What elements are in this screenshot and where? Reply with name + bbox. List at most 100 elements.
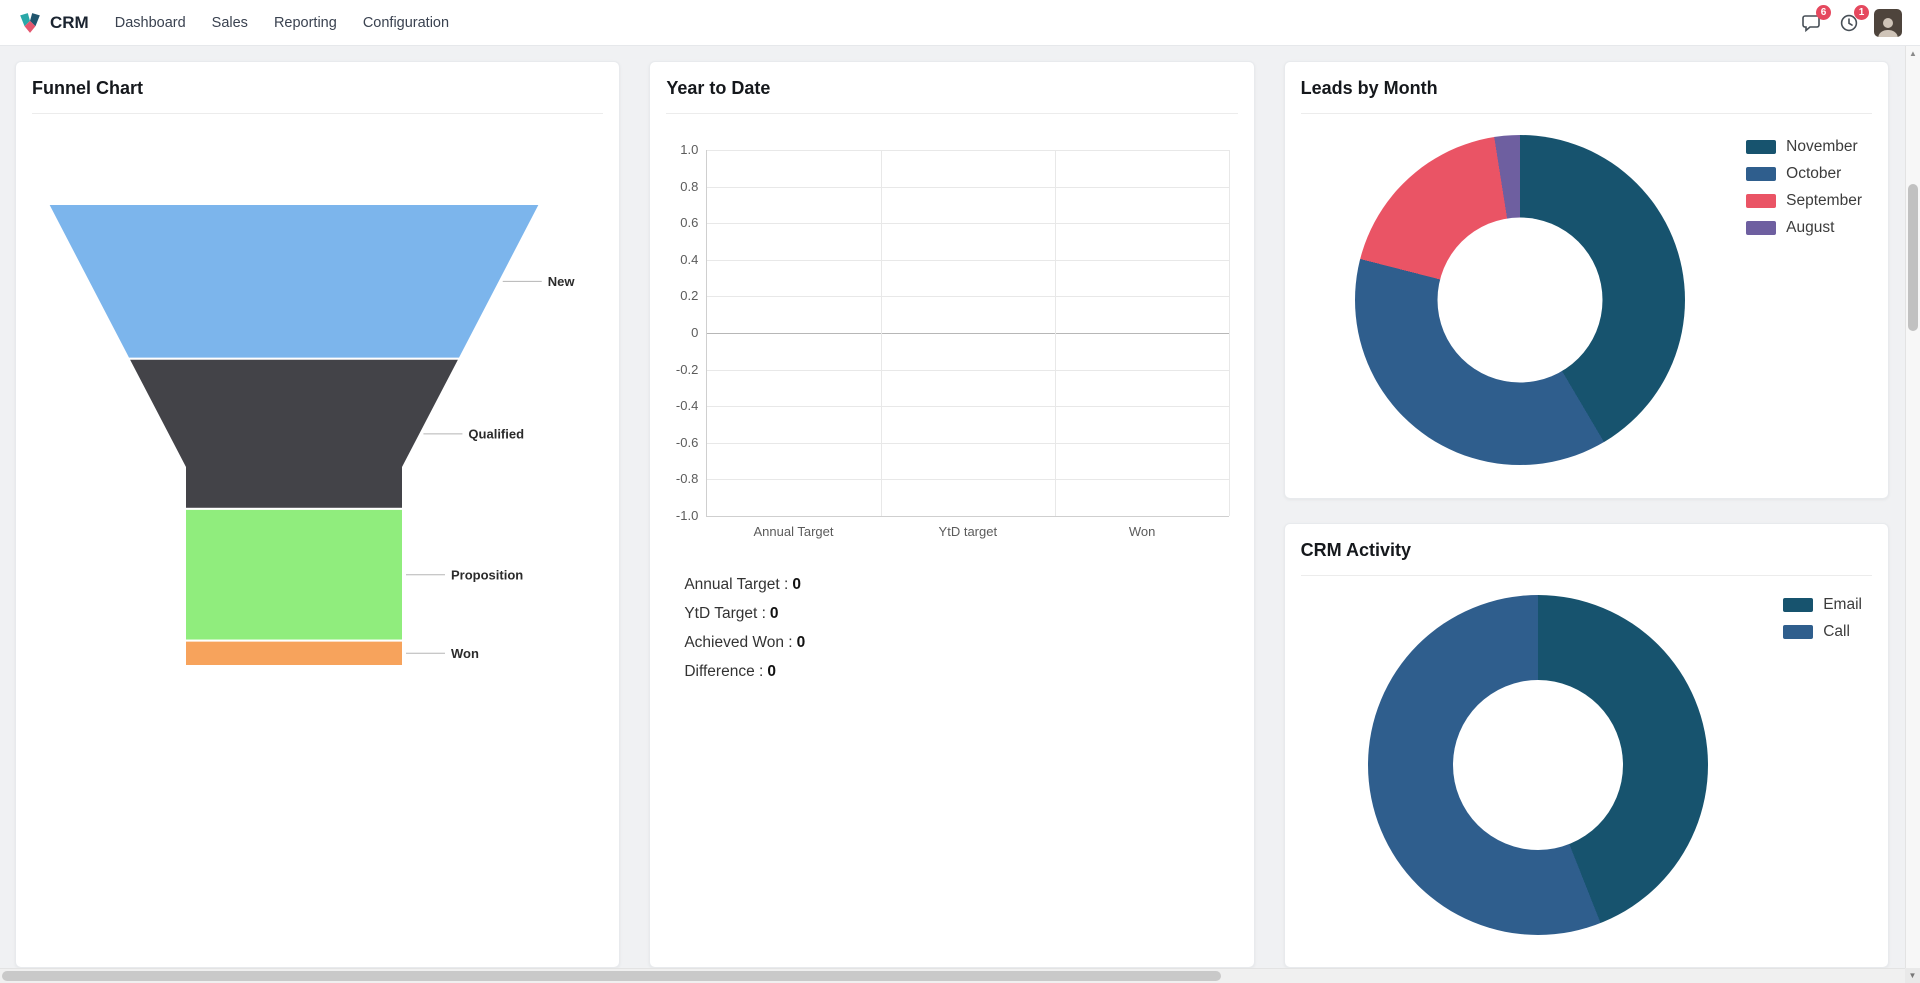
menu-dashboard[interactable]: Dashboard <box>114 14 186 31</box>
crm-diamond-icon-svg <box>20 12 40 33</box>
legend-swatch <box>1746 221 1777 235</box>
legend-label: Email <box>1823 596 1862 613</box>
stat-achieved-won: Achieved Won :0 <box>684 628 1237 657</box>
legend-item-november[interactable]: November <box>1746 138 1862 156</box>
y-tick-label: 1.0 <box>680 142 699 157</box>
legend-swatch <box>1746 167 1777 181</box>
legend-swatch <box>1746 140 1777 154</box>
scrollbar-corner[interactable]: ▼ <box>1905 968 1920 983</box>
systray: 6 1 <box>1798 4 1902 37</box>
activities-button[interactable]: 1 <box>1836 4 1869 36</box>
funnel-chart-card: Funnel Chart New Qualified Proposition Won <box>15 61 621 968</box>
y-gridline <box>706 333 1230 334</box>
crm-activity-donut[interactable] <box>1367 595 1708 935</box>
crm-activity-legend: Email Call <box>1783 596 1862 650</box>
menu-configuration[interactable]: Configuration <box>362 14 450 31</box>
legend-label: October <box>1786 165 1842 182</box>
funnel-stage-won[interactable] <box>184 639 404 667</box>
x-category-label: YtD target <box>938 524 998 539</box>
legend-item-call[interactable]: Call <box>1783 623 1862 641</box>
y-gridline <box>706 186 1230 188</box>
y-gridline <box>706 406 1230 408</box>
legend-swatch <box>1783 598 1814 612</box>
y-tick-label: 0.2 <box>680 288 699 304</box>
year-to-date-stats: Annual Target :0 YtD Target :0 Achieved … <box>666 570 1237 686</box>
y-tick-label: -0.2 <box>675 361 699 377</box>
scroll-down-icon: ▼ <box>1908 971 1917 980</box>
leads-by-month-legend: November October September August <box>1746 138 1862 246</box>
y-tick-label: -1.0 <box>675 508 699 523</box>
x-gridline <box>1229 150 1231 516</box>
year-to-date-chart: 1.0 0.8 0.6 0.4 0.2 0 -0.2 -0.4 -0.6 -0.8 -1.0 Annu… <box>666 142 1237 546</box>
y-tick-label: 0 <box>691 325 699 340</box>
legend-label: Call <box>1823 623 1850 640</box>
funnel-chart-title: Funnel Chart <box>32 78 143 98</box>
column-left: Funnel Chart New Qualified Proposition Won <box>15 61 621 968</box>
divider <box>1300 575 1872 576</box>
app-name[interactable]: CRM <box>50 12 89 32</box>
x-gridline <box>706 150 708 516</box>
scroll-up-icon[interactable]: ▲ <box>1909 49 1917 58</box>
vertical-scrollbar[interactable]: ▲ <box>1905 46 1920 968</box>
divider <box>1300 113 1872 114</box>
stat-label: Difference : <box>684 663 764 680</box>
column-right: Leads by Month November October September A… <box>1283 61 1889 968</box>
divider <box>666 113 1238 114</box>
funnel-stage-proposition[interactable] <box>184 507 404 642</box>
messages-button[interactable]: 6 <box>1798 4 1831 36</box>
y-tick-label: -0.4 <box>675 398 699 414</box>
y-gridline <box>706 296 1230 298</box>
menu-sales[interactable]: Sales <box>211 14 248 31</box>
y-gridline <box>706 479 1230 481</box>
leads-by-month-card: Leads by Month November October September A… <box>1283 61 1889 499</box>
activities-badge: 1 <box>1854 4 1869 20</box>
stat-value: 0 <box>769 605 779 622</box>
funnel-stage-qualified[interactable] <box>126 357 462 510</box>
vertical-scrollbar-thumb[interactable] <box>1908 184 1918 331</box>
stat-value: 0 <box>792 576 801 593</box>
user-avatar[interactable] <box>1874 8 1902 37</box>
clock-icon <box>1840 14 1858 31</box>
stat-label: YtD Target : <box>684 605 766 622</box>
legend-label: August <box>1786 219 1835 236</box>
stat-value: 0 <box>767 663 776 680</box>
y-gridline <box>706 442 1230 444</box>
legend-item-september[interactable]: September <box>1746 192 1862 210</box>
stat-label: Achieved Won : <box>684 634 793 651</box>
stat-value: 0 <box>796 634 806 651</box>
donut-hole <box>1437 217 1603 383</box>
legend-item-october[interactable]: October <box>1746 165 1862 183</box>
funnel-stage-label: Qualified <box>468 426 524 441</box>
messages-badge: 6 <box>1816 4 1831 20</box>
legend-swatch <box>1746 194 1777 208</box>
stat-difference: Difference :0 <box>684 657 1237 686</box>
y-tick-label: -0.8 <box>675 471 699 487</box>
crm-activity-card: CRM Activity Email Call <box>1283 523 1889 968</box>
crm-app-icon[interactable] <box>18 12 42 34</box>
y-tick-label: -0.6 <box>675 434 699 450</box>
y-tick-label: 0.6 <box>680 215 699 231</box>
funnel-chart: New Qualified Proposition Won <box>46 203 575 667</box>
navbar-left: CRM Dashboard Sales Reporting Configurat… <box>18 8 465 38</box>
horizontal-scrollbar-thumb[interactable] <box>2 971 1222 981</box>
horizontal-scrollbar[interactable] <box>0 968 1905 983</box>
donut-hole <box>1452 680 1623 850</box>
stat-label: Annual Target : <box>684 576 789 593</box>
legend-item-august[interactable]: August <box>1746 219 1862 237</box>
y-tick-label: 0.4 <box>680 251 699 267</box>
funnel-stage-label: Won <box>451 646 479 661</box>
menu-reporting[interactable]: Reporting <box>273 14 337 31</box>
y-tick-label: 0.8 <box>680 178 699 194</box>
dashboard-content: Funnel Chart New Qualified Proposition Won … <box>0 46 1920 968</box>
funnel-stage-label: Proposition <box>451 567 523 582</box>
legend-label: November <box>1786 138 1858 155</box>
y-gridline <box>706 369 1230 371</box>
legend-item-email[interactable]: Email <box>1783 596 1862 614</box>
x-axis-line <box>706 516 1230 517</box>
y-gridline <box>706 150 1230 151</box>
stat-ytd-target: YtD Target :0 <box>684 599 1237 628</box>
leads-by-month-donut[interactable] <box>1354 135 1685 465</box>
funnel-stage-new[interactable] <box>46 203 542 360</box>
y-gridline <box>706 259 1230 261</box>
x-category-label: Won <box>1128 524 1156 539</box>
